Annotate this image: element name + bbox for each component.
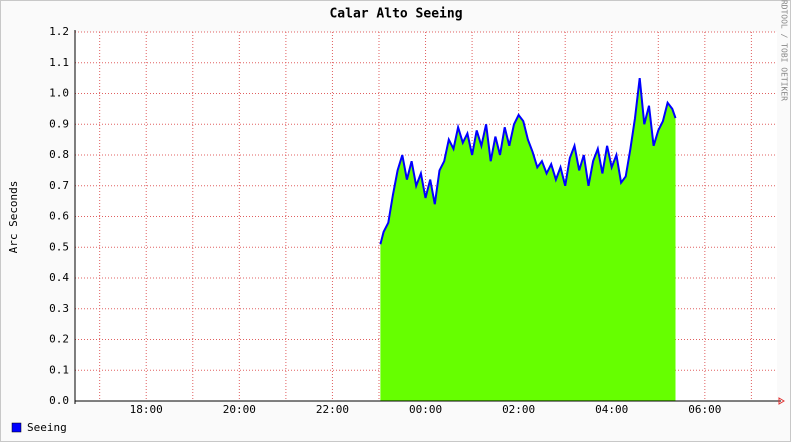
y-tick-label: 0.2 xyxy=(49,333,69,346)
y-tick-label: 0.3 xyxy=(49,302,69,315)
y-tick-label: 1.2 xyxy=(49,25,69,38)
legend-swatch xyxy=(11,422,22,433)
y-tick-label: 0.1 xyxy=(49,363,69,376)
x-tick-label: 00:00 xyxy=(409,403,442,416)
x-tick-label: 02:00 xyxy=(502,403,535,416)
y-tick-label: 1.0 xyxy=(49,87,69,100)
y-tick-label: 0.5 xyxy=(49,240,69,253)
axis-arrow xyxy=(778,397,785,405)
y-axis-label: Arc Seconds xyxy=(7,181,20,254)
credit: RRDTOOL / TOBI OETIKER xyxy=(780,0,789,101)
chart-title: Calar Alto Seeing xyxy=(329,7,462,22)
x-tick-label: 18:00 xyxy=(130,403,163,416)
area xyxy=(380,78,676,401)
x-tick-label: 04:00 xyxy=(595,403,628,416)
y-tick-label: 0.8 xyxy=(49,148,69,161)
x-tick-label: 20:00 xyxy=(223,403,256,416)
y-tick-label: 0.4 xyxy=(49,271,69,284)
y-tick-label: 1.1 xyxy=(49,56,69,69)
y-tick-label: 0.9 xyxy=(49,117,69,130)
x-tick-label: 06:00 xyxy=(688,403,721,416)
y-tick-label: 0.0 xyxy=(49,394,69,407)
line xyxy=(379,77,677,245)
legend-label: Seeing xyxy=(27,421,67,434)
x-tick-label: 22:00 xyxy=(316,403,349,416)
y-tick-label: 0.6 xyxy=(49,210,69,223)
y-tick-label: 0.7 xyxy=(49,179,69,192)
